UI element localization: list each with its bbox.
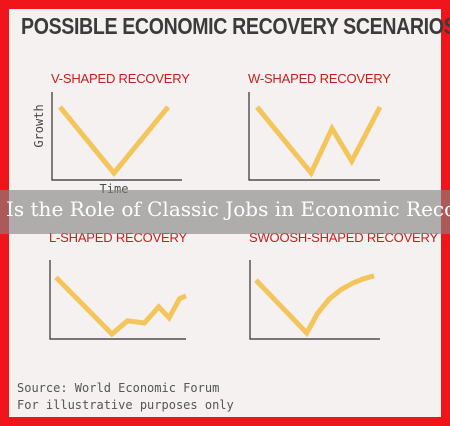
w-shaped-axes — [248, 92, 380, 181]
v-shaped-recovery-line — [58, 105, 170, 177]
swoosh-shaped-axes — [249, 260, 380, 340]
w-shaped-panel-title: W-SHAPED RECOVERY — [248, 71, 391, 86]
swoosh-shaped-recovery-line — [254, 273, 375, 338]
l-shaped-axes — [49, 260, 186, 340]
l-shaped-recovery-line — [54, 275, 188, 338]
w-shaped-recovery-line — [255, 105, 383, 178]
illustrative-note: For illustrative purposes only — [17, 398, 234, 412]
headline-banner: Is the Role of Classic Jobs in Economic … — [0, 190, 450, 234]
v-shaped-axes — [51, 92, 182, 181]
headline-banner-text: Is the Role of Classic Jobs in Economic … — [6, 197, 450, 221]
v-shaped-panel-title: V-SHAPED RECOVERY — [51, 71, 190, 86]
source-note: Source: World Economic Forum — [17, 381, 220, 395]
v-shaped-y-axis-label: Growth — [32, 104, 46, 147]
